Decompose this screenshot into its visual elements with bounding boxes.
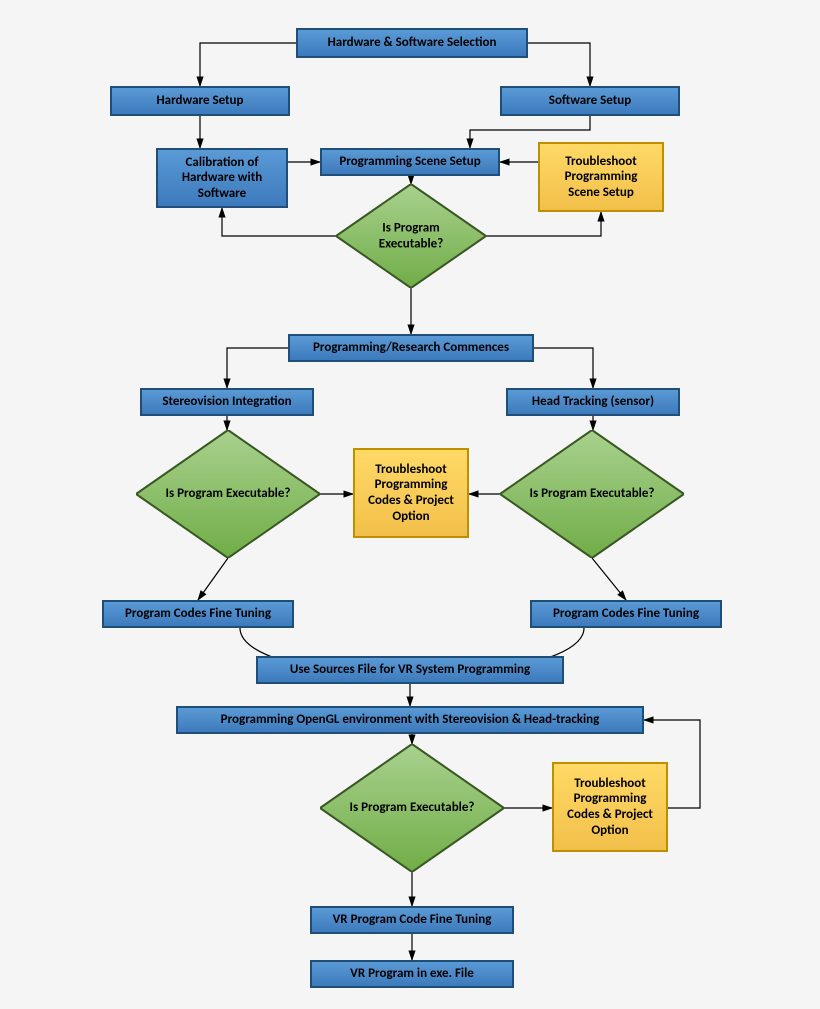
node-research-commences: Programming/Research Commences — [288, 334, 534, 362]
label: Troubleshoot Programming Codes & Project… — [562, 776, 658, 838]
node-hardware-setup: Hardware Setup — [110, 86, 290, 116]
label: Hardware & Software Selection — [328, 35, 497, 51]
label: Is Program Executable? — [154, 486, 301, 502]
label: Programming OpenGL environment with Ster… — [221, 712, 600, 728]
node-use-sources: Use Sources File for VR System Programmi… — [256, 656, 564, 684]
label: Program Codes Fine Tuning — [553, 606, 699, 622]
label: Is Program Executable? — [518, 486, 665, 502]
node-fine-tuning-right: Program Codes Fine Tuning — [530, 600, 722, 628]
label: Software Setup — [549, 93, 631, 109]
label: Is Program Executable? — [338, 800, 485, 816]
node-vr-exe: VR Program in exe. File — [310, 960, 514, 988]
label: Is Program Executable? — [351, 220, 471, 251]
node-troubleshoot-codes-2: Troubleshoot Programming Codes & Project… — [552, 762, 668, 852]
node-fine-tuning-left: Program Codes Fine Tuning — [102, 600, 294, 628]
node-calibration: Calibration of Hardware with Software — [156, 148, 288, 208]
node-hw-sw-selection: Hardware & Software Selection — [296, 28, 528, 58]
label: Hardware Setup — [156, 93, 243, 109]
decision-executable-1: Is Program Executable? — [336, 184, 486, 288]
label: Programming Scene Setup — [339, 154, 480, 170]
node-scene-setup: Programming Scene Setup — [320, 148, 500, 176]
label: Stereovision Integration — [162, 394, 291, 410]
label: Head Tracking (sensor) — [532, 394, 654, 410]
node-software-setup: Software Setup — [500, 86, 680, 116]
label: Use Sources File for VR System Programmi… — [290, 662, 530, 678]
node-head-tracking: Head Tracking (sensor) — [506, 388, 680, 416]
label: Program Codes Fine Tuning — [125, 606, 271, 622]
node-troubleshoot-codes-1: Troubleshoot Programming Codes & Project… — [353, 448, 469, 538]
label: Troubleshoot Programming Scene Setup — [548, 154, 654, 201]
label: VR Program in exe. File — [350, 966, 474, 982]
node-troubleshoot-scene: Troubleshoot Programming Scene Setup — [538, 142, 664, 212]
decision-executable-4: Is Program Executable? — [320, 744, 504, 872]
decision-executable-3: Is Program Executable? — [500, 430, 684, 558]
label: VR Program Code Fine Tuning — [333, 912, 492, 928]
flowchart-canvas: Hardware & Software Selection Hardware S… — [0, 0, 820, 1009]
node-opengl-env: Programming OpenGL environment with Ster… — [176, 706, 644, 734]
label: Programming/Research Commences — [313, 340, 509, 356]
node-stereovision: Stereovision Integration — [140, 388, 314, 416]
label: Troubleshoot Programming Codes & Project… — [363, 462, 459, 524]
node-vr-fine-tuning: VR Program Code Fine Tuning — [310, 906, 514, 934]
label: Calibration of Hardware with Software — [166, 155, 278, 202]
decision-executable-2: Is Program Executable? — [136, 430, 320, 558]
